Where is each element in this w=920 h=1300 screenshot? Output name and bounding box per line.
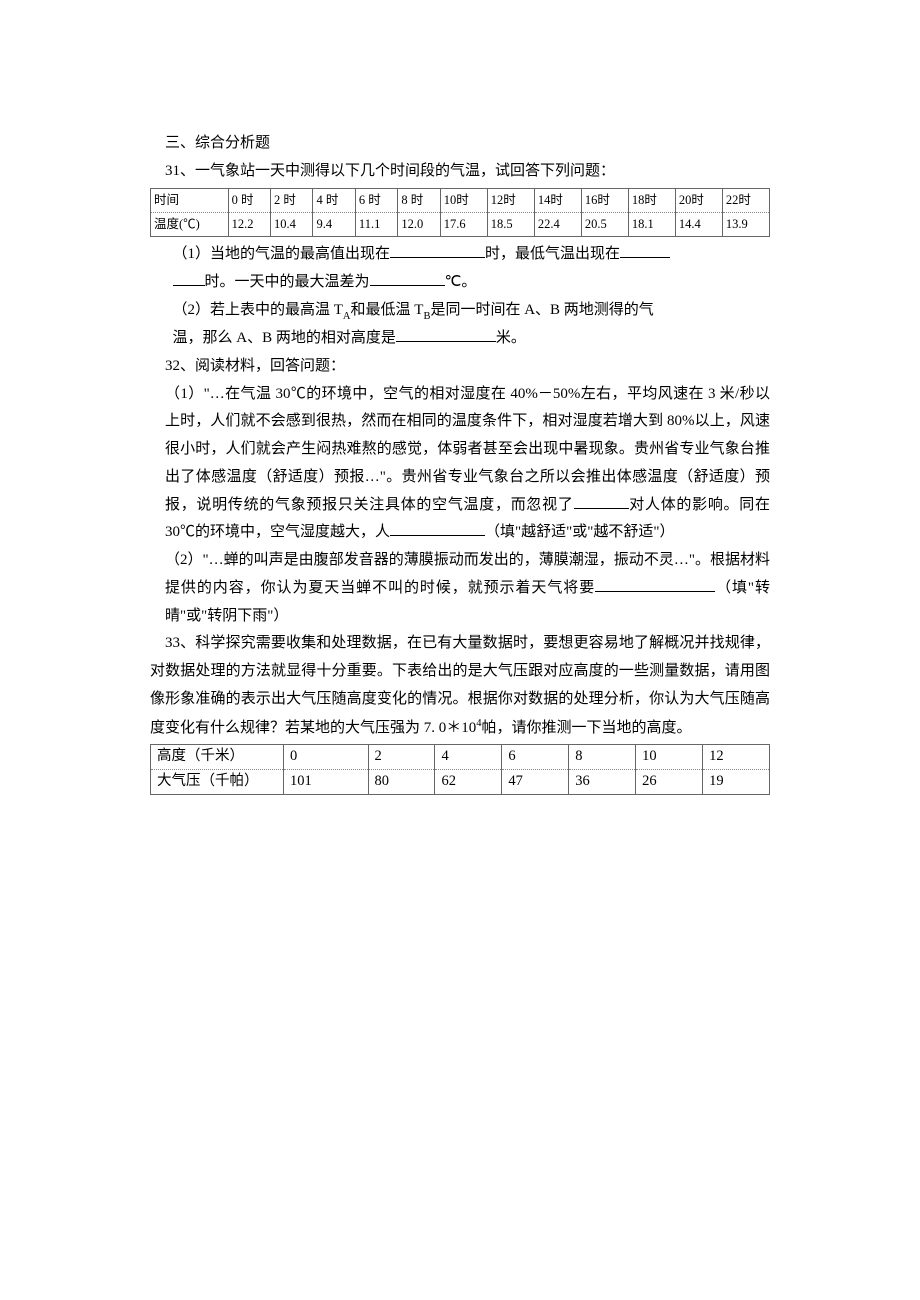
cell: 19 (703, 770, 770, 795)
text: 温，那么 A、B 两地的相对高度是 (173, 330, 396, 346)
cell: 13.9 (722, 212, 769, 236)
q32-sub2: （2）"…蝉的叫声是由腹部发音器的薄膜振动而发出的，薄膜潮湿，振动不灵…"。根据… (150, 547, 770, 630)
q31-sub2-line2: 温，那么 A、B 两地的相对高度是 米。 (150, 325, 770, 353)
subscript: B (423, 311, 430, 322)
q31-sub1-line2: 时。一天中的最大温差为 ℃。 (150, 269, 770, 297)
cell: 12时 (487, 188, 534, 212)
cell: 16时 (581, 188, 628, 212)
cell: 8 时 (398, 188, 440, 212)
cell: 11.1 (355, 212, 397, 236)
cell: 26 (636, 770, 703, 795)
cell: 0 (284, 745, 369, 770)
page: 三、综合分析题 31、一气象站一天中测得以下几个时间段的气温，试回答下列问题： … (0, 0, 920, 795)
cell: 6 时 (355, 188, 397, 212)
cell: 80 (368, 770, 435, 795)
cell: 4 时 (313, 188, 355, 212)
blank (574, 493, 629, 508)
cell: 36 (569, 770, 636, 795)
section-heading: 三、综合分析题 (150, 130, 770, 158)
cell: 18.1 (628, 212, 675, 236)
table-row: 时间 0 时 2 时 4 时 6 时 8 时 10时 12时 14时 16时 1… (151, 188, 770, 212)
cell: 0 时 (228, 188, 270, 212)
table-row: 高度（千米） 0 2 4 6 8 10 12 (151, 745, 770, 770)
text: （2）若上表中的最高温 T (173, 302, 343, 318)
cell-label: 大气压（千帕） (151, 770, 284, 795)
cell: 2 时 (271, 188, 313, 212)
cell: 2 (368, 745, 435, 770)
blank (370, 271, 445, 286)
subscript: A (343, 311, 351, 322)
cell: 6 (502, 745, 569, 770)
blank (595, 577, 715, 592)
q31-stem: 31、一气象站一天中测得以下几个时间段的气温，试回答下列问题： (150, 158, 770, 186)
blank (396, 327, 496, 342)
text: 米。 (496, 330, 526, 346)
table-row: 大气压（千帕） 101 80 62 47 36 26 19 (151, 770, 770, 795)
cell: 20.5 (581, 212, 628, 236)
cell: 14时 (534, 188, 581, 212)
cell-label: 时间 (151, 188, 229, 212)
cell: 22.4 (534, 212, 581, 236)
text: （1）"…在气温 30℃的环境中，空气的相对湿度在 40%－50%左右，平均风速… (165, 386, 770, 513)
cell: 12.0 (398, 212, 440, 236)
cell: 101 (284, 770, 369, 795)
cell: 47 (502, 770, 569, 795)
text: （填"越舒适"或"越不舒适"） (485, 524, 675, 540)
table-row: 温度(℃) 12.2 10.4 9.4 11.1 12.0 17.6 18.5 … (151, 212, 770, 236)
blank (620, 243, 670, 258)
text: 时，最低气温出现在 (485, 246, 620, 262)
q33-text: 33、科学探究需要收集和处理数据，在已有大量数据时，要想更容易地了解概况并找规律… (150, 630, 770, 742)
cell: 18时 (628, 188, 675, 212)
q31-sub2-line1: （2）若上表中的最高温 TA和最低温 TB是同一时间在 A、B 两地测得的气 (150, 297, 770, 325)
cell: 9.4 (313, 212, 355, 236)
q32-sub1: （1）"…在气温 30℃的环境中，空气的相对湿度在 40%－50%左右，平均风速… (150, 381, 770, 548)
cell: 18.5 (487, 212, 534, 236)
blank (173, 271, 205, 286)
cell: 12 (703, 745, 770, 770)
text: 是同一时间在 A、B 两地测得的气 (430, 302, 653, 318)
cell: 17.6 (440, 212, 487, 236)
blank (390, 243, 485, 258)
cell: 62 (435, 770, 502, 795)
cell: 10.4 (271, 212, 313, 236)
cell: 8 (569, 745, 636, 770)
text: 帕，请你推测一下当地的高度。 (482, 720, 692, 736)
cell: 20时 (675, 188, 722, 212)
cell-label: 温度(℃) (151, 212, 229, 236)
text: 时。一天中的最大温差为 (205, 274, 370, 290)
q31-table: 时间 0 时 2 时 4 时 6 时 8 时 10时 12时 14时 16时 1… (150, 188, 770, 238)
q33-table: 高度（千米） 0 2 4 6 8 10 12 大气压（千帕） 101 80 62… (150, 744, 770, 795)
cell: 12.2 (228, 212, 270, 236)
blank (390, 521, 485, 536)
text: （1）当地的气温的最高值出现在 (173, 246, 391, 262)
cell: 22时 (722, 188, 769, 212)
cell: 14.4 (675, 212, 722, 236)
cell-label: 高度（千米） (151, 745, 284, 770)
cell: 4 (435, 745, 502, 770)
cell: 10时 (440, 188, 487, 212)
text: 和最低温 T (351, 302, 424, 318)
text: ℃。 (445, 274, 477, 290)
cell: 10 (636, 745, 703, 770)
q31-sub1-line1: （1）当地的气温的最高值出现在 时，最低气温出现在 (150, 241, 770, 269)
q32-stem: 32、阅读材料，回答问题： (150, 353, 770, 381)
